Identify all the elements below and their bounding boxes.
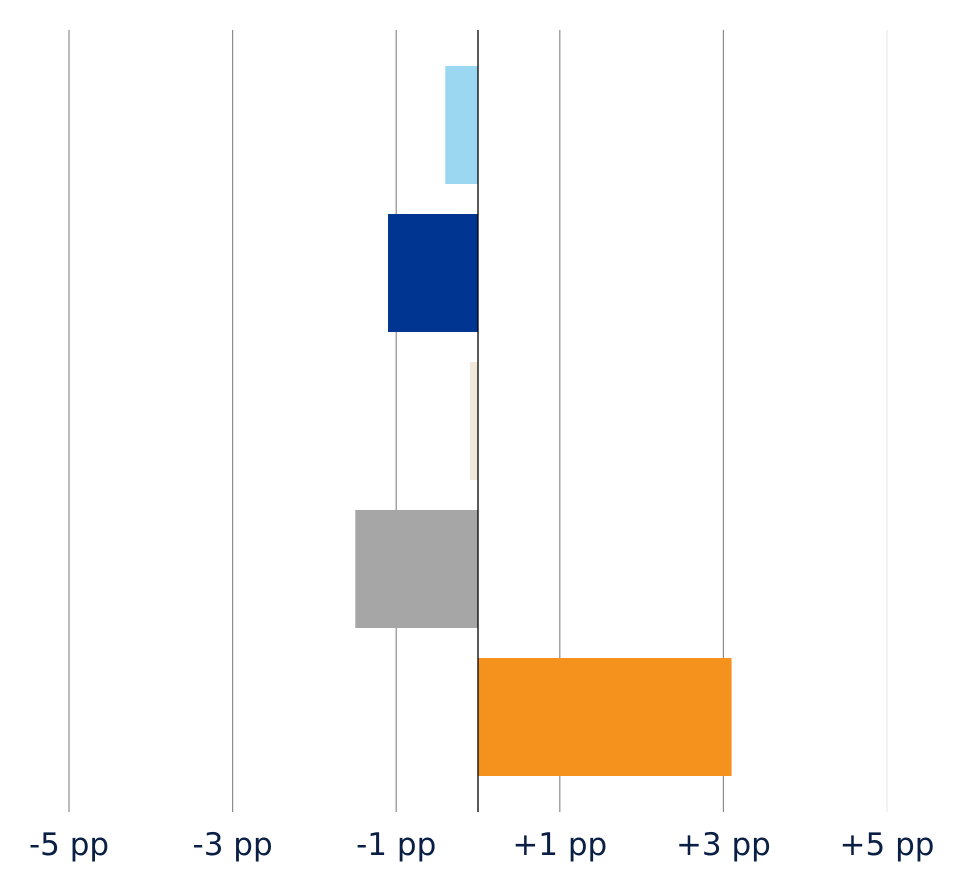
bar [355, 510, 478, 628]
x-tick-labels: -5 pp -3 pp -1 pp +1 pp +3 pp +5 pp [29, 827, 935, 863]
x-tick-label: -5 pp [29, 827, 109, 863]
x-tick-label: +1 pp [512, 827, 607, 863]
bars [355, 66, 732, 776]
bar [469, 362, 478, 480]
x-tick-label: +3 pp [676, 827, 771, 863]
grid-lines [68, 30, 888, 812]
x-tick-label: -1 pp [356, 827, 436, 863]
x-tick-label: -3 pp [193, 827, 273, 863]
bar [478, 658, 732, 776]
x-tick-label: +5 pp [840, 827, 935, 863]
bar [445, 66, 478, 184]
bar [388, 214, 478, 332]
